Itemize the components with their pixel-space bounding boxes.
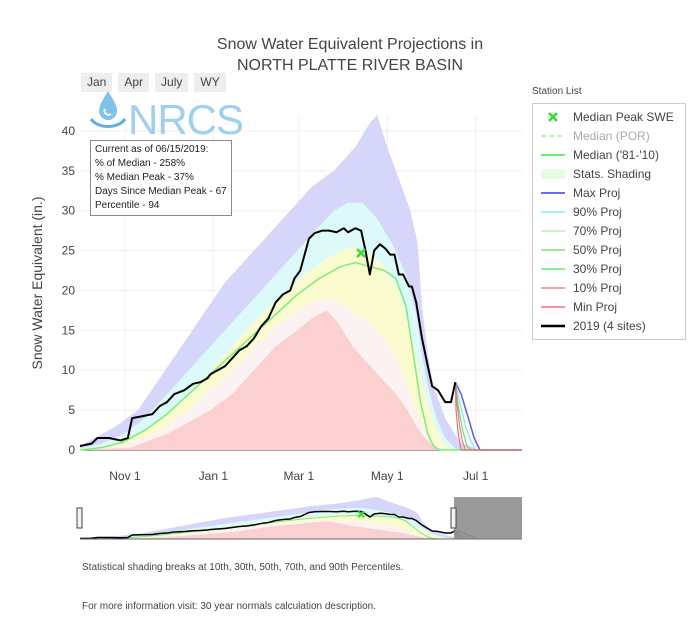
- footnote-info: For more information visit: 30 year norm…: [82, 601, 377, 612]
- legend-swatch: [539, 129, 567, 143]
- nrcs-logo: NRCS: [89, 91, 244, 143]
- range-button-wy[interactable]: WY: [194, 73, 226, 92]
- annotation-line: Days Since Median Peak - 67: [95, 186, 227, 197]
- legend-label: Min Proj: [573, 300, 618, 314]
- annotation-line: % Median Peak - 37%: [95, 172, 194, 183]
- y-tick-label: 5: [68, 403, 75, 417]
- legend-item[interactable]: 10% Proj: [539, 279, 622, 297]
- legend-swatch: [539, 262, 567, 276]
- nav-unselected-mask: [454, 497, 522, 539]
- legend-label: Median ('81-'10): [573, 148, 659, 162]
- annotation-line: Percentile - 94: [95, 200, 160, 211]
- legend-label: 50% Proj: [573, 243, 622, 257]
- median-peak-x: [356, 248, 367, 258]
- x-tick-label: May 1: [371, 469, 404, 483]
- nav-right-handle[interactable]: [450, 507, 457, 529]
- nav-band: [80, 521, 522, 539]
- y-tick-label: 10: [62, 363, 76, 377]
- legend-swatch: [539, 205, 567, 219]
- statistical-shading: [80, 115, 522, 450]
- legend-label: Median Peak SWE: [573, 110, 674, 124]
- legend-label: Median (POR): [573, 129, 650, 143]
- legend-item[interactable]: 50% Proj: [539, 241, 622, 259]
- legend-item[interactable]: Median Peak SWE: [539, 108, 674, 126]
- chart-title-line2: NORTH PLATTE RIVER BASIN: [236, 57, 464, 74]
- nav-left-handle[interactable]: [76, 507, 83, 529]
- legend-label: 2019 (4 sites): [573, 319, 646, 333]
- legend-swatch: [539, 110, 567, 124]
- legend-swatch: [539, 148, 567, 162]
- range-button-july[interactable]: July: [155, 73, 189, 92]
- legend-item[interactable]: 90% Proj: [539, 203, 622, 221]
- annotation-line: % of Median - 258%: [95, 158, 186, 169]
- legend-label: 70% Proj: [573, 224, 622, 238]
- legend-label: 90% Proj: [573, 205, 622, 219]
- y-tick-label: 20: [62, 283, 76, 297]
- nav-series-line: [79, 514, 522, 540]
- nav-median-peak-marker: [357, 510, 365, 519]
- annotation-line: Current as of 06/15/2019:: [95, 144, 209, 155]
- legend-swatch: [539, 319, 567, 333]
- legend-swatch: [539, 281, 567, 295]
- footnote-shading: Statistical shading breaks at 10th, 30th…: [82, 562, 404, 573]
- nrcs-logo-text: NRCS: [128, 96, 243, 143]
- legend-swatch: [539, 224, 567, 238]
- range-selector: Jan Apr July WY: [81, 73, 226, 92]
- y-tick-label: 30: [62, 204, 76, 218]
- x-tick-label: Jan 1: [199, 469, 229, 483]
- y-tick-label: 0: [68, 443, 75, 457]
- range-navigator: [76, 497, 522, 540]
- series-median-81-10-: [79, 261, 522, 451]
- legend-item[interactable]: 70% Proj: [539, 222, 622, 240]
- x-tick-label: Nov 1: [109, 469, 141, 483]
- series-min-proj: [454, 382, 522, 451]
- range-button-jan[interactable]: Jan: [81, 73, 113, 92]
- legend-item[interactable]: Stats. Shading: [539, 165, 651, 183]
- legend-label: Max Proj: [573, 186, 621, 200]
- legend-item[interactable]: Max Proj: [539, 184, 620, 202]
- legend: Median Peak SWE Median (POR) Median ('81-'…: [532, 103, 686, 340]
- median-peak-marker: [356, 248, 367, 258]
- legend-item[interactable]: Median ('81-'10): [539, 146, 659, 164]
- legend-label: Stats. Shading: [573, 167, 652, 181]
- legend-swatch: [539, 243, 567, 257]
- x-tick-label: Jul 1: [463, 469, 489, 483]
- nav-series-line: [79, 510, 456, 540]
- legend-title: Station List: [532, 86, 582, 97]
- y-tick-label: 15: [62, 323, 76, 337]
- y-tick-label: 25: [62, 244, 76, 258]
- legend-item[interactable]: 2019 (4 sites): [539, 317, 646, 335]
- legend-item[interactable]: Median (POR): [539, 127, 650, 145]
- range-button-apr[interactable]: Apr: [118, 73, 150, 92]
- legend-swatch: [539, 167, 567, 181]
- legend-item[interactable]: 30% Proj: [539, 260, 622, 278]
- legend-label: 30% Proj: [573, 262, 622, 276]
- y-tick-label: 35: [62, 164, 76, 178]
- y-tick-label: 40: [62, 124, 76, 138]
- chart-title-line1: Snow Water Equivalent Projections in: [216, 36, 484, 53]
- series-2019-4-sites-: [79, 227, 457, 447]
- legend-label: 10% Proj: [573, 281, 622, 295]
- current-conditions-annotation: Current as of 06/15/2019: % of Median - …: [90, 140, 232, 216]
- water-drop-icon: [89, 91, 127, 128]
- legend-swatch: [539, 300, 567, 314]
- series-lines: [79, 227, 522, 451]
- series-50-proj: [454, 382, 522, 451]
- legend-item[interactable]: Min Proj: [539, 298, 617, 316]
- axis-ticks: 0 5 10 15 20 25 30 35 40 Nov 1 Jan 1 Mar 1 May 1 Jul …: [62, 124, 489, 483]
- x-tick-label: Mar 1: [283, 469, 314, 483]
- legend-swatch: [539, 186, 567, 200]
- y-axis-label: Snow Water Equivalent (in.): [29, 197, 45, 370]
- band-10-proj: [80, 310, 522, 450]
